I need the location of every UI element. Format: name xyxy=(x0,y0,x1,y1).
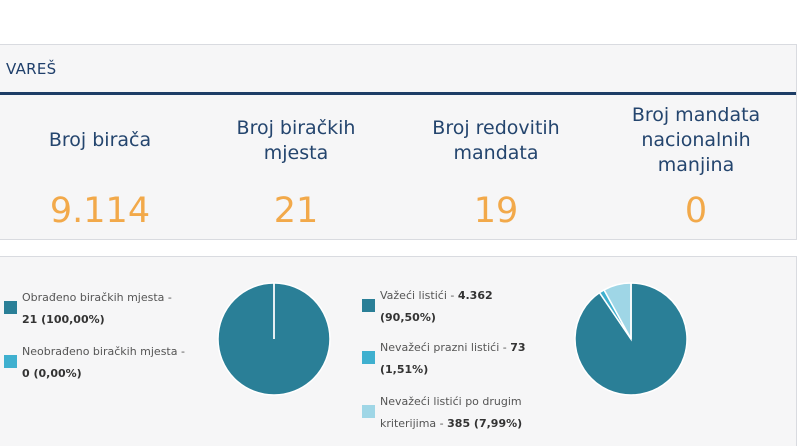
municipality-title: VAREŠ xyxy=(6,59,57,78)
results-panel: Obrađeno biračkih mjesta - 21 (100,00%) … xyxy=(0,256,797,446)
stat-value: 0 xyxy=(684,191,708,231)
legend-swatch xyxy=(362,405,375,418)
stat-value: 9.114 xyxy=(49,191,151,231)
stat-polling-stations: Broj biračkih mjesta 21 xyxy=(196,98,396,232)
summary-panel: VAREŠ Broj birača 9.114 Broj biračkih mj… xyxy=(0,44,797,240)
legend-swatch xyxy=(4,355,17,368)
stat-voters: Broj birača 9.114 xyxy=(0,98,200,231)
ballots-pie-chart xyxy=(574,282,688,396)
stat-value: 21 xyxy=(273,191,319,231)
legend-swatch xyxy=(4,301,17,314)
legend-swatch xyxy=(362,351,375,364)
panel-header: VAREŠ xyxy=(0,45,796,95)
stat-regular-mandates: Broj redovitih mandata 19 xyxy=(396,98,596,232)
stat-label: Broj biračkih mjesta xyxy=(236,116,356,164)
stat-label: Broj redovitih mandata xyxy=(432,116,560,164)
stat-label: Broj mandata nacionalnih manjina xyxy=(631,104,761,176)
stat-value: 19 xyxy=(473,191,519,231)
legend-swatch xyxy=(362,299,375,312)
stat-label: Broj birača xyxy=(48,129,152,151)
stat-minority-mandates: Broj mandata nacionalnih manjina 0 xyxy=(596,98,796,231)
stations-pie-chart xyxy=(217,282,331,396)
stats-row: Broj birača 9.114 Broj biračkih mjesta 2… xyxy=(0,98,797,238)
